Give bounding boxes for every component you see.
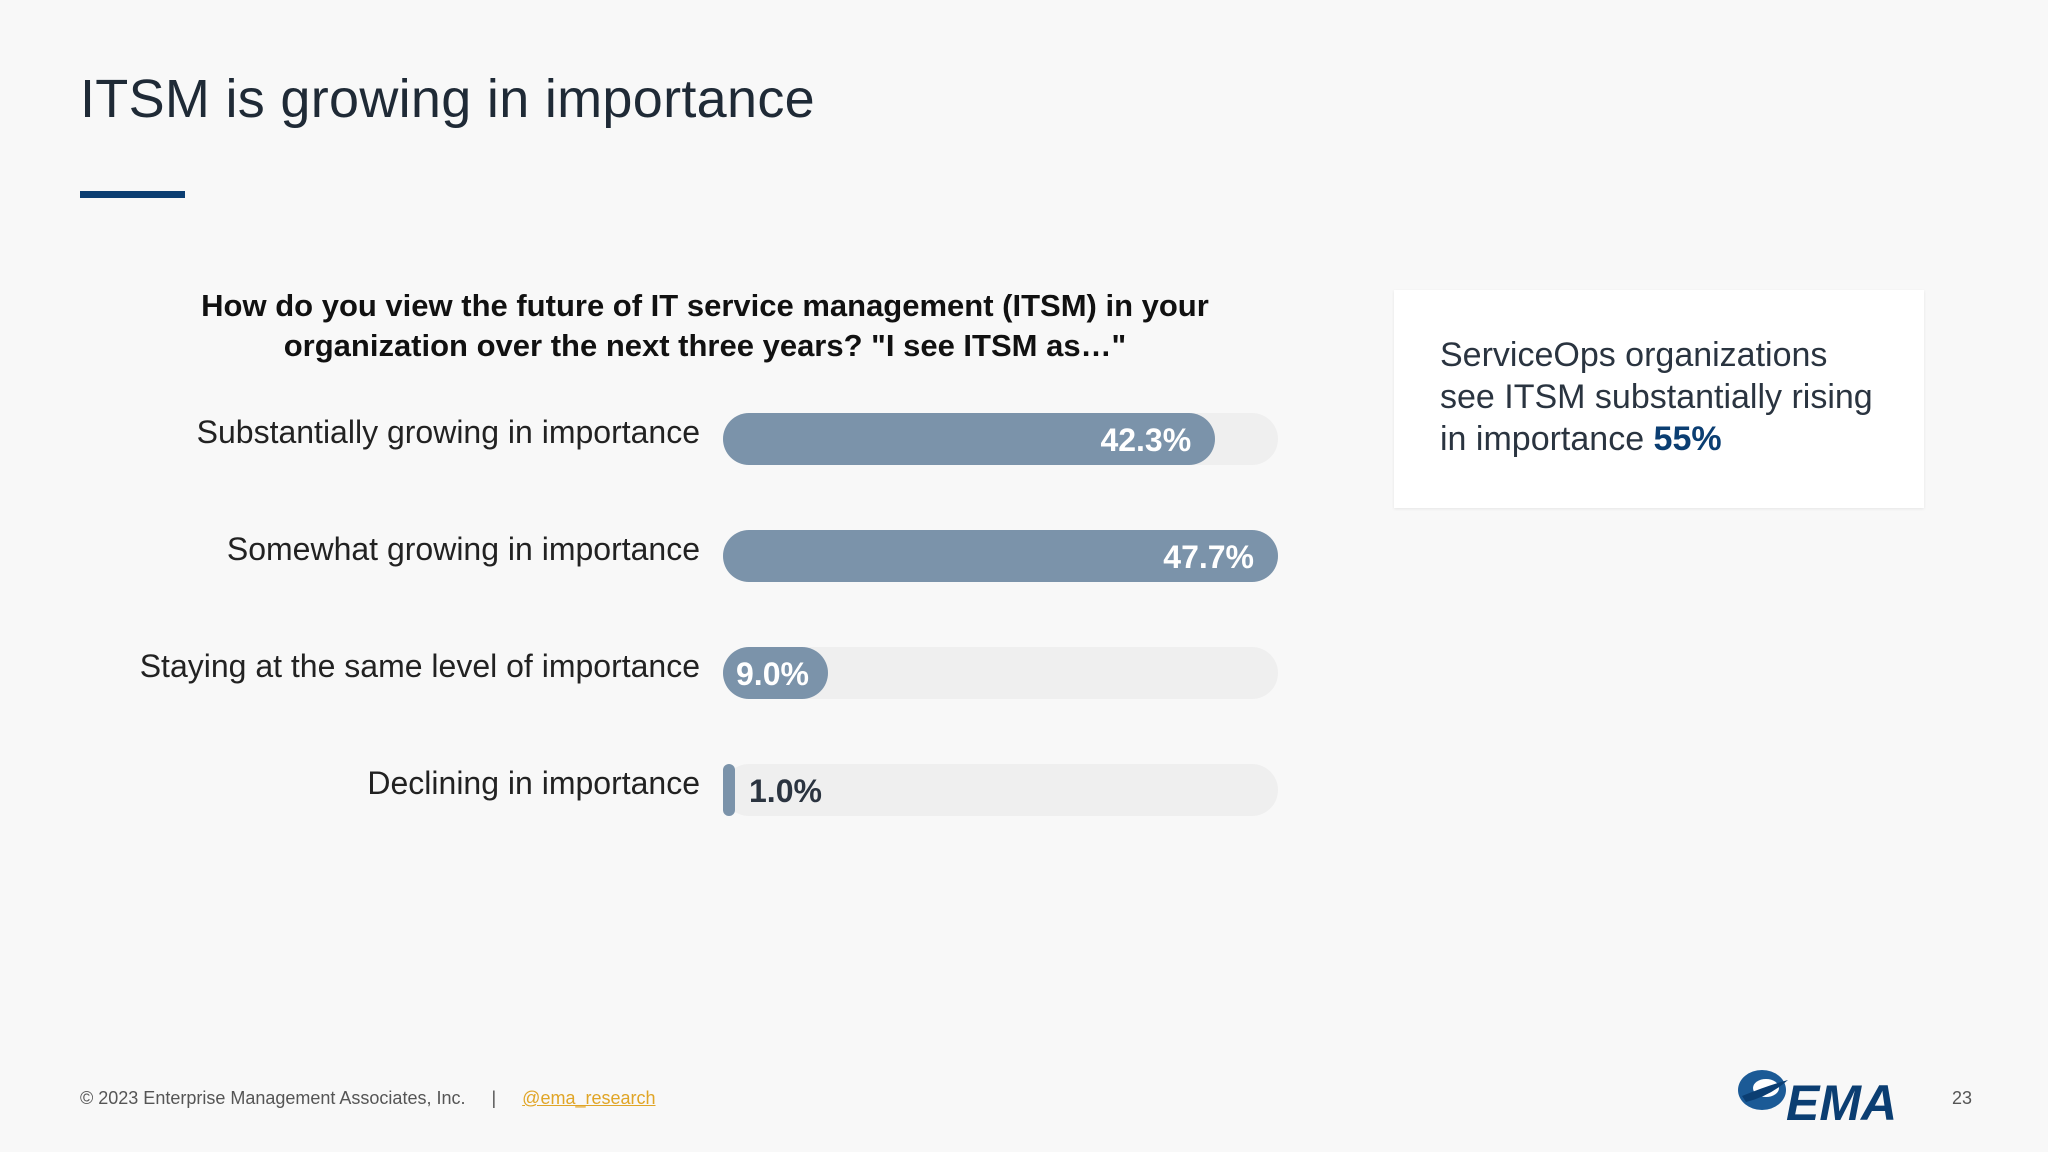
callout-box: ServiceOps organizations see ITSM substa… [1394, 290, 1924, 508]
bar-track: 1.0% [723, 764, 1278, 816]
bar [723, 530, 1278, 582]
bar-row: Somewhat growing in importance 47.7% [0, 525, 1300, 582]
ema-logo-text: EMA [1786, 1075, 1897, 1128]
ema-logo: EMA [1738, 1070, 1897, 1128]
footer-handle-link[interactable]: @ema_research [522, 1088, 656, 1108]
page-number: 23 [1952, 1088, 1973, 1108]
bar-track: 9.0% [723, 647, 1278, 699]
footer-copyright: © 2023 Enterprise Management Associates,… [80, 1088, 466, 1108]
bar-row: Substantially growing in importance 42.3% [0, 408, 1300, 465]
footer: © 2023 Enterprise Management Associates,… [80, 1088, 656, 1109]
callout-highlight: 55% [1653, 420, 1722, 458]
bar-value-label: 9.0% [736, 656, 809, 692]
callout-text: ServiceOps organizations see ITSM substa… [1440, 334, 1890, 460]
bar-row: Declining in importance 1.0% [0, 759, 1300, 816]
bar-track: 47.7% [723, 530, 1278, 582]
bar-category-label: Staying at the same level of importance [139, 648, 700, 684]
ema-swoosh-logo-icon [1738, 1070, 1788, 1110]
bar [723, 413, 1216, 465]
bar-category-label: Substantially growing in importance [196, 414, 700, 450]
bar-value-label: 1.0% [749, 773, 822, 809]
bar-track: 42.3% [723, 413, 1278, 465]
bar-row: Staying at the same level of importance 9… [0, 642, 1300, 699]
bar-value-label: 42.3% [1100, 422, 1192, 458]
title-underline [80, 191, 185, 198]
callout-body: ServiceOps organizations see ITSM substa… [1440, 336, 1873, 458]
page-title: ITSM is growing in importance [80, 69, 815, 129]
chart-title: How do you view the future of IT service… [201, 288, 1209, 363]
bar-category-label: Somewhat growing in importance [226, 531, 700, 567]
bar-value-label: 47.7% [1163, 539, 1254, 575]
footer-separator: | [491, 1088, 497, 1108]
bar [723, 764, 735, 816]
bar-category-label: Declining in importance [367, 765, 700, 801]
bar [723, 647, 828, 699]
